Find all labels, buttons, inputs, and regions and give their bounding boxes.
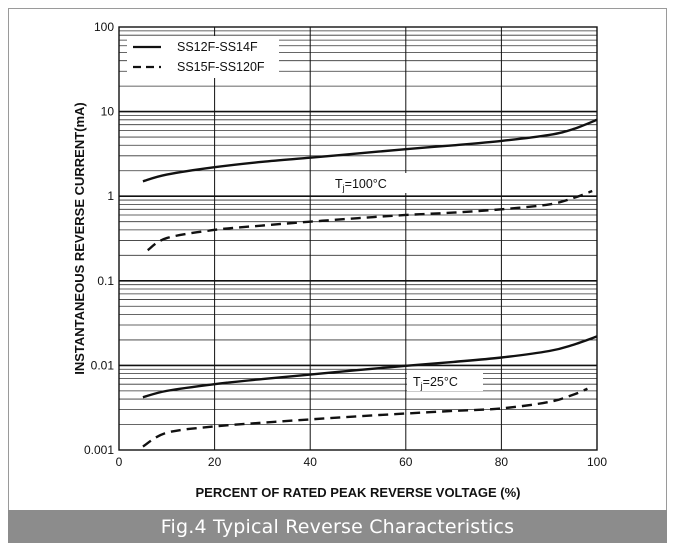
annotation-background [407, 371, 483, 391]
caption-bar: Fig.4 Typical Reverse Characteristics [8, 510, 667, 543]
legend: SS12F-SS14F SS15F-SS120F [127, 36, 279, 78]
plot-border [118, 26, 598, 451]
y-tick-label: 0.01 [91, 358, 115, 372]
x-tick-label: 0 [116, 455, 123, 469]
series-lines [142, 118, 598, 448]
y-tick-label: 0.1 [97, 274, 114, 288]
x-tick-labels: 0 20 40 60 80 100 [116, 455, 608, 469]
legend-box [127, 36, 279, 78]
reverse-characteristics-chart: 0 20 40 60 80 100 0.001 0.01 0.1 1 10 100 SS12F-SS… [72, 20, 608, 500]
legend-label-ss12f-ss14f: SS12F-SS14F [177, 40, 258, 54]
annotation-text-tj-100c: Tj=100°C [335, 177, 387, 193]
figure-caption: Fig.4 Typical Reverse Characteristics [160, 515, 515, 538]
series-line-dashed [142, 387, 588, 448]
annotation-tj-25c: Tj=25°C [407, 371, 483, 391]
legend-label-ss15f-ss120f: SS15F-SS120F [177, 60, 265, 74]
y-tick-label: 10 [101, 105, 115, 119]
y-tick-label: 1 [107, 189, 114, 203]
x-tick-label: 80 [495, 455, 509, 469]
y-tick-label: 0.001 [84, 443, 114, 457]
grid [119, 27, 597, 450]
annotation-background [329, 173, 411, 193]
figure-frame [8, 8, 667, 543]
x-tick-label: 100 [587, 455, 607, 469]
x-tick-label: 20 [208, 455, 222, 469]
annotation-text-tj-25c: Tj=25°C [413, 375, 458, 391]
y-tick-label: 100 [94, 20, 114, 34]
x-tick-label: 40 [304, 455, 318, 469]
annotation-tj-100c: Tj=100°C [329, 173, 411, 193]
x-tick-label: 60 [399, 455, 413, 469]
series-line-dashed [146, 189, 593, 252]
series-line-solid [142, 118, 598, 183]
series-line-solid [142, 335, 598, 399]
y-tick-labels: 0.001 0.01 0.1 1 10 100 [84, 20, 114, 457]
x-axis-label: PERCENT OF RATED PEAK REVERSE VOLTAGE (%… [195, 485, 520, 500]
y-axis-label: INSTANTANEOUS REVERSE CURRENT(mA) [72, 102, 87, 375]
